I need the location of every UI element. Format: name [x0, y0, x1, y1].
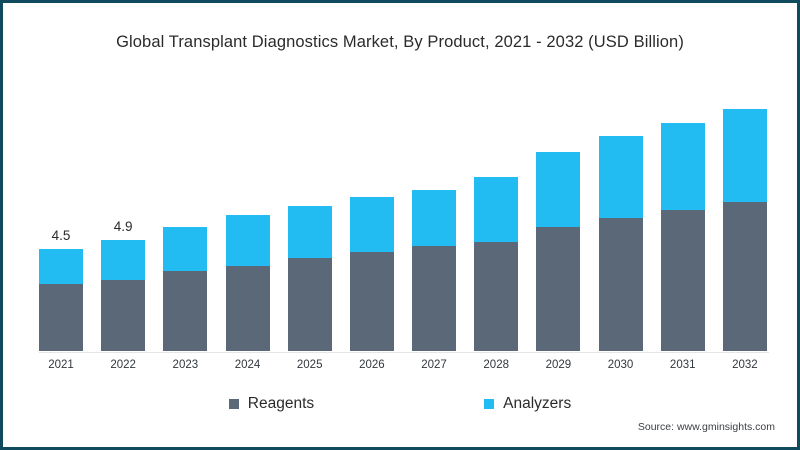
- bar-segment-analyzers[interactable]: [225, 215, 270, 267]
- bar-segment-reagents[interactable]: [225, 266, 270, 351]
- bar-value-label: 4.9: [113, 219, 133, 235]
- bar-segment-reagents[interactable]: [39, 284, 83, 351]
- bar-segment-analyzers[interactable]: [660, 122, 705, 210]
- x-axis-label: 2022: [110, 359, 136, 371]
- x-axis-label: 2027: [421, 359, 447, 371]
- legend-label: Analyzers: [503, 395, 572, 412]
- bar-segment-analyzers[interactable]: [536, 152, 581, 227]
- bar-segment-reagents[interactable]: [474, 242, 519, 351]
- bar-segment-reagents[interactable]: [536, 226, 581, 351]
- x-axis-label: 2023: [172, 359, 199, 371]
- x-axis-label: 2024: [234, 359, 261, 371]
- x-axis-tick-labels: 2021 2022 2023 2024 2025 2026 2027 2028 2029 2030…: [39, 359, 767, 371]
- x-axis-label: 2030: [607, 359, 634, 371]
- bar-group[interactable]: [412, 91, 457, 351]
- bar-segment-analyzers[interactable]: [287, 206, 332, 259]
- bar-group[interactable]: [474, 91, 519, 351]
- bar-segment-analyzers[interactable]: [101, 240, 146, 280]
- bar-group[interactable]: [660, 91, 705, 351]
- x-axis-label: 2025: [296, 359, 323, 371]
- bar-group[interactable]: 4.9: [101, 91, 146, 351]
- bar-segment-reagents[interactable]: [722, 201, 767, 351]
- bar-group[interactable]: [536, 91, 581, 351]
- x-axis-label: 2029: [545, 359, 572, 371]
- x-axis-label: 2028: [483, 359, 509, 371]
- source-attribution: Source: www.gminsights.com: [637, 421, 775, 433]
- bar-segment-analyzers[interactable]: [39, 249, 83, 285]
- bar-segment-analyzers[interactable]: [474, 176, 519, 243]
- bar-segment-reagents[interactable]: [598, 217, 643, 351]
- bar-segment-reagents[interactable]: [163, 270, 208, 351]
- bar-group[interactable]: 4.5: [39, 91, 83, 351]
- bar-group[interactable]: [598, 91, 643, 351]
- legend-item[interactable]: Analyzers: [484, 395, 571, 413]
- bar-segment-reagents[interactable]: [101, 279, 146, 351]
- bar-group[interactable]: [349, 91, 394, 351]
- bar-segment-reagents[interactable]: [287, 258, 332, 351]
- bar-group[interactable]: [287, 91, 332, 351]
- bar-group[interactable]: [225, 91, 270, 351]
- legend-item[interactable]: Reagents: [228, 395, 315, 413]
- x-axis-label: 2026: [359, 359, 385, 371]
- bar-group[interactable]: [722, 91, 767, 351]
- bar-segment-reagents[interactable]: [660, 209, 705, 351]
- legend-swatch-icon: [484, 399, 495, 409]
- legend-label: Reagents: [247, 395, 315, 412]
- chart-legend: Reagents Analyzers: [3, 395, 797, 413]
- bar-series-container: 4.5 4.9: [39, 91, 767, 351]
- x-axis-label: 2032: [732, 359, 758, 371]
- x-axis-label: 2021: [48, 359, 74, 371]
- bar-segment-analyzers[interactable]: [598, 136, 643, 218]
- bar-segment-reagents[interactable]: [349, 251, 394, 351]
- bar-segment-analyzers[interactable]: [349, 197, 394, 252]
- bar-segment-reagents[interactable]: [412, 245, 457, 351]
- page-title: Global Transplant Diagnostics Market, By…: [116, 33, 684, 51]
- bar-segment-analyzers[interactable]: [412, 190, 457, 246]
- x-axis-line: [39, 352, 769, 353]
- bar-segment-analyzers[interactable]: [722, 109, 767, 202]
- bar-segment-analyzers[interactable]: [163, 226, 208, 271]
- bar-value-label: 4.5: [51, 228, 71, 244]
- bar-group[interactable]: [163, 91, 208, 351]
- x-axis-label: 2031: [669, 359, 696, 371]
- legend-swatch-icon: [228, 399, 239, 409]
